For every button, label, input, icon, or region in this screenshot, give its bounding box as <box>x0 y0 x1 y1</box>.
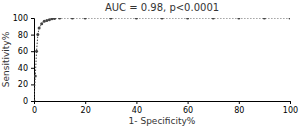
point <box>45 19 48 22</box>
point <box>34 100 36 102</box>
tick-label: 40 <box>18 64 28 73</box>
point <box>43 20 46 23</box>
title: AUC = 0.98, p<0.0001 <box>105 2 219 13</box>
tick: 20 <box>81 101 91 115</box>
point <box>161 18 164 20</box>
tick-mark <box>31 51 34 52</box>
tick-mark <box>188 101 189 104</box>
tick: 60 <box>18 47 34 56</box>
tick-label: 60 <box>183 106 193 115</box>
tick-mark <box>290 101 291 104</box>
tick-mark <box>239 101 240 104</box>
tick: 40 <box>132 101 142 115</box>
tick-label: 100 <box>283 106 298 115</box>
point <box>50 18 53 20</box>
y-axis-title: Sensitivity% <box>1 31 11 87</box>
point <box>289 18 291 20</box>
tick-label: 40 <box>132 106 142 115</box>
tick-label: 0 <box>23 97 28 106</box>
point <box>109 18 112 20</box>
tick-label: 60 <box>18 47 28 56</box>
axis-line <box>35 102 291 105</box>
point <box>58 18 61 20</box>
tick-mark <box>31 101 34 102</box>
point <box>237 18 240 20</box>
tick: 100 <box>13 14 34 23</box>
axis-line <box>31 19 35 102</box>
tick-mark <box>31 35 34 36</box>
x-axis: 0 20 40 60 80 100 <box>32 101 298 115</box>
tick-label: 80 <box>234 106 244 115</box>
plot-area <box>34 18 290 101</box>
tick-mark <box>136 101 137 104</box>
tick: 100 <box>283 101 298 115</box>
tick: 60 <box>183 101 193 115</box>
tick: 0 <box>32 101 37 115</box>
chart-container: 0 20 40 60 80 100 0 20 40 60 80 100 AUC = 0.98, p<0.… <box>0 0 300 127</box>
tick-mark <box>31 68 34 69</box>
tick-mark <box>85 101 86 104</box>
point <box>35 50 38 53</box>
tick-label: 20 <box>18 80 28 89</box>
y-axis: 0 20 40 60 80 100 <box>13 14 35 106</box>
point <box>40 22 43 25</box>
tick: 0 <box>23 97 34 106</box>
tick: 40 <box>18 64 34 73</box>
tick-label: 0 <box>32 106 37 115</box>
point <box>84 18 87 20</box>
tick-mark <box>31 84 34 85</box>
tick: 20 <box>18 80 34 89</box>
line <box>34 18 290 101</box>
point <box>48 18 51 21</box>
point <box>186 18 189 20</box>
point <box>53 18 56 20</box>
point <box>71 18 74 20</box>
tick-label: 80 <box>18 31 28 40</box>
tick: 80 <box>234 101 244 115</box>
tick-label: 100 <box>13 14 28 23</box>
tick-mark <box>31 18 34 19</box>
point <box>135 18 138 20</box>
tick-label: 20 <box>81 106 91 115</box>
x-axis-title: 1- Specificity% <box>129 116 196 126</box>
point <box>263 18 266 20</box>
point <box>36 33 39 36</box>
point <box>212 18 215 20</box>
point <box>34 75 37 78</box>
tick: 80 <box>18 31 34 40</box>
chart: 0 20 40 60 80 100 0 20 40 60 80 100 AUC = 0.98, p<0.… <box>0 0 300 127</box>
point <box>38 26 41 29</box>
